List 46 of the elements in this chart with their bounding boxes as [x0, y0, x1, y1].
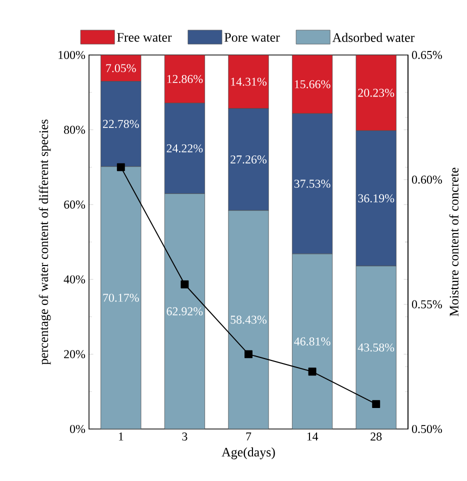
legend-label: Adsorbed water	[332, 32, 415, 42]
y2-tick-label: 0.50%	[412, 424, 442, 434]
data-label: 12.86%	[167, 74, 203, 84]
point	[372, 400, 380, 408]
point	[116, 163, 125, 172]
legend-label: Free water	[117, 33, 172, 42]
x-tick-label: 28	[370, 432, 382, 441]
x-tick-label: 7	[246, 432, 252, 440]
data-label: 43.58%	[358, 343, 394, 352]
data-label: 27.26%	[230, 155, 267, 164]
y-tick-label: 40%	[64, 275, 86, 284]
data-label: 36.19%	[358, 194, 394, 202]
data-label: 22.78%	[103, 120, 139, 128]
y-tick-label: 20%	[64, 350, 86, 358]
x-tick-label: 3	[182, 432, 188, 441]
point	[180, 280, 189, 288]
y-tick-label: 100%	[58, 50, 86, 60]
y2-tick-label: 0.60%	[412, 176, 442, 184]
y-axis-title: percentage of water content of different species	[38, 120, 51, 365]
x-tick-label: 1	[118, 432, 124, 440]
bar	[164, 194, 205, 429]
data-label: 70.17%	[103, 294, 139, 302]
data-label: 24.22%	[166, 144, 203, 152]
y-tick-label: 0%	[70, 424, 86, 434]
data-label: 58.43%	[230, 316, 267, 324]
y2-axis-title: Moisture content of concrete	[449, 168, 458, 316]
data-label: 20.23%	[358, 88, 394, 97]
data-label: 46.81%	[294, 337, 330, 346]
data-label: 7.05%	[106, 64, 136, 72]
legend-label: Pore water	[224, 33, 280, 42]
y-tick-label: 60%	[64, 200, 86, 209]
y-tick-label: 80%	[64, 126, 86, 134]
bar	[228, 210, 269, 429]
bar	[356, 266, 396, 429]
x-axis-title: Age(days)	[222, 447, 275, 460]
data-label: 15.66%	[294, 80, 330, 88]
x-tick-label: 14	[307, 432, 318, 440]
point	[308, 368, 316, 376]
bar	[292, 254, 332, 429]
y2-tick-label: 0.65%	[412, 50, 442, 60]
data-label: 62.92%	[166, 307, 203, 316]
bar	[100, 166, 141, 429]
data-label: 14.31%	[231, 78, 267, 86]
data-label: 37.53%	[294, 180, 330, 188]
point	[244, 350, 252, 358]
y2-tick-label: 0.55%	[412, 300, 442, 308]
